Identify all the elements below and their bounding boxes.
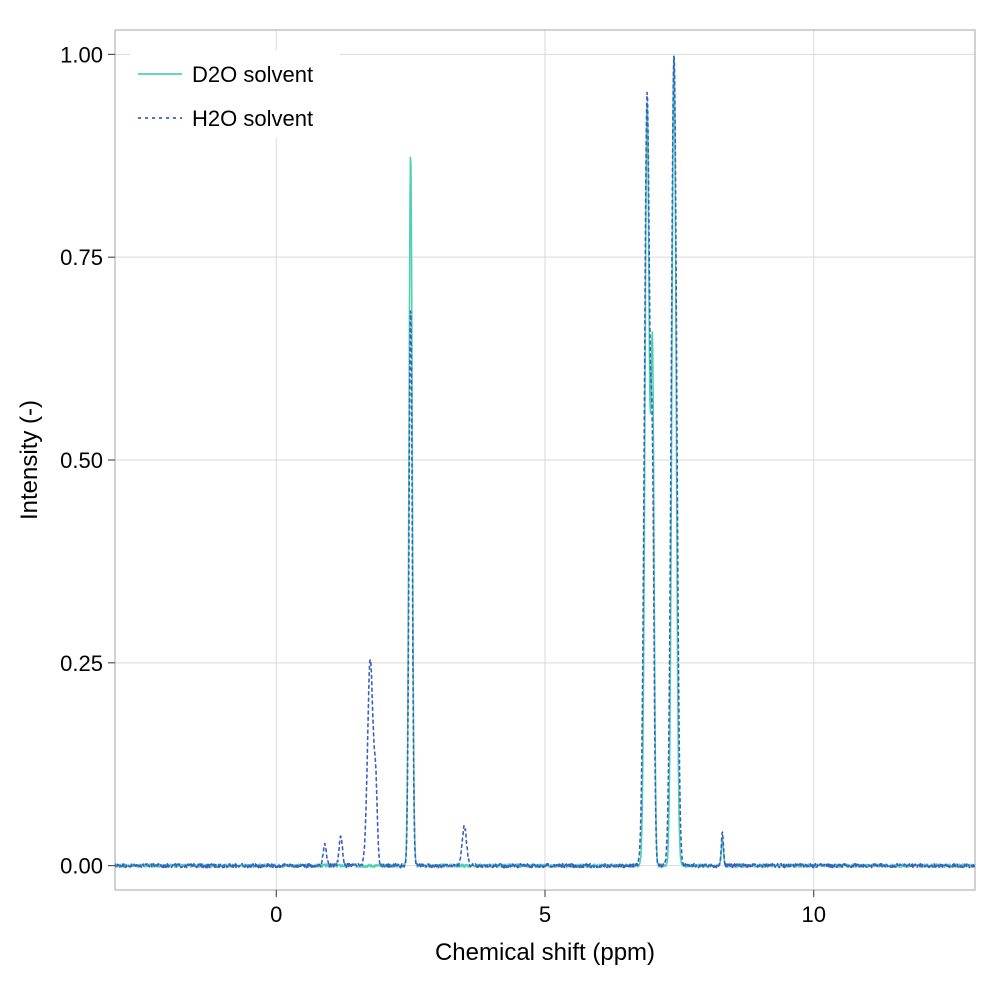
- legend-label-d2o: D2O solvent: [192, 62, 313, 87]
- y-tick-label: 0.75: [60, 245, 103, 270]
- y-tick-label: 0.25: [60, 651, 103, 676]
- x-tick-label: 10: [802, 902, 826, 927]
- x-tick-label: 5: [539, 902, 551, 927]
- y-tick-label: 0.00: [60, 854, 103, 879]
- x-axis-label: Chemical shift (ppm): [435, 939, 655, 966]
- y-tick-label: 0.50: [60, 448, 103, 473]
- y-axis-label: Intensity (-): [16, 400, 43, 520]
- y-tick-label: 1.00: [60, 42, 103, 67]
- x-tick-label: 0: [270, 902, 282, 927]
- chart-svg: 0 5 10 0.00 0.25 0.50 0.75 1.00 Chemical shift (…: [0, 0, 1000, 1000]
- nmr-spectrum-chart: 0 5 10 0.00 0.25 0.50 0.75 1.00 Chemical shift (…: [0, 0, 1000, 1000]
- legend: D2O solvent H2O solvent: [130, 50, 340, 138]
- legend-label-h2o: H2O solvent: [192, 106, 313, 131]
